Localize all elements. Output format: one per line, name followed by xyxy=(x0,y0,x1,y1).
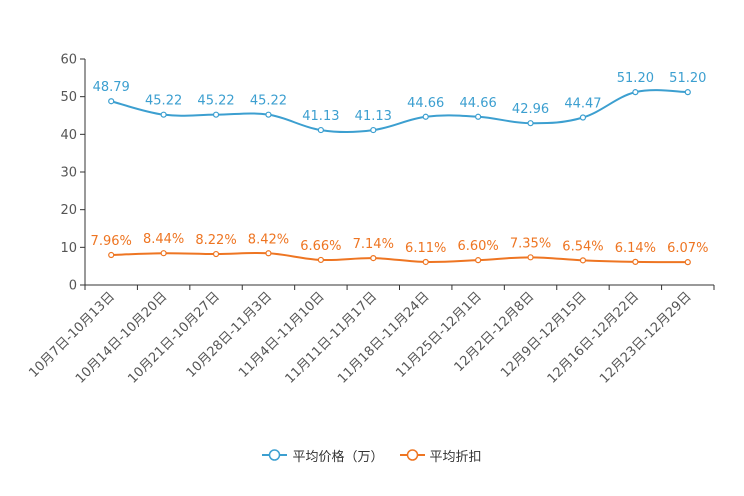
data-point[interactable] xyxy=(579,257,587,264)
series-layer: 48.79 45.22 45.22 45.22 41.13 41.13 44.66 44.66… xyxy=(91,71,708,266)
data-label: 45.22 xyxy=(197,94,234,109)
data-point[interactable] xyxy=(632,89,639,96)
y-tick-label: 60 xyxy=(60,53,77,68)
data-label: 45.22 xyxy=(145,94,182,109)
data-label: 7.96% xyxy=(91,234,132,249)
data-point[interactable] xyxy=(370,126,377,134)
data-label: 8.42% xyxy=(248,232,289,247)
y-tick-label: 10 xyxy=(60,241,77,256)
data-point[interactable] xyxy=(527,120,534,127)
data-point[interactable] xyxy=(212,250,220,258)
data-label: 8.44% xyxy=(143,232,184,247)
data-label: 48.79 xyxy=(93,80,130,95)
data-label: 7.35% xyxy=(510,236,551,251)
data-point[interactable] xyxy=(684,89,691,96)
legend-item-discount[interactable]: 平均折扣 xyxy=(399,446,482,465)
data-label: 44.66 xyxy=(407,96,444,111)
data-point[interactable] xyxy=(579,114,587,121)
legend-line-circle-icon xyxy=(399,449,425,461)
data-point[interactable] xyxy=(632,258,639,265)
legend-item-price[interactable]: 平均价格（万） xyxy=(262,446,384,465)
data-label: 42.96 xyxy=(512,102,549,117)
data-label: 8.22% xyxy=(195,233,236,248)
y-tick-label: 40 xyxy=(60,128,77,143)
legend-label-price: 平均价格（万） xyxy=(292,449,384,465)
data-label: 7.14% xyxy=(353,237,394,252)
y-tick-label: 0 xyxy=(69,279,77,294)
data-label: 6.11% xyxy=(405,241,446,256)
data-point[interactable] xyxy=(317,126,324,134)
data-point[interactable] xyxy=(108,251,115,259)
data-label: 6.14% xyxy=(615,241,656,256)
data-label: 6.66% xyxy=(300,239,341,254)
data-label: 51.20 xyxy=(617,71,654,86)
data-point[interactable] xyxy=(160,250,167,257)
x-tick-label: 10月7日-10月13日 xyxy=(26,289,118,381)
data-point[interactable] xyxy=(527,254,534,261)
x-tick-label: 12月16日-12月22日 xyxy=(545,289,642,386)
data-label: 44.47 xyxy=(564,96,601,111)
data-label: 41.13 xyxy=(355,109,392,124)
data-point[interactable] xyxy=(317,256,324,264)
x-tick-label: 11月18日-11月24日 xyxy=(335,289,432,386)
data-point[interactable] xyxy=(475,113,482,120)
y-tick-label: 20 xyxy=(60,203,77,218)
data-point[interactable] xyxy=(265,250,272,257)
data-point[interactable] xyxy=(212,111,220,118)
data-label: 6.07% xyxy=(667,241,708,256)
data-point[interactable] xyxy=(108,98,115,105)
data-point[interactable] xyxy=(160,111,167,118)
data-point[interactable] xyxy=(475,257,482,264)
data-label: 41.13 xyxy=(302,109,339,124)
legend-line-circle-icon xyxy=(262,449,288,461)
data-label: 45.22 xyxy=(250,94,287,109)
y-tick-label: 30 xyxy=(60,166,77,181)
data-label: 44.66 xyxy=(460,96,497,111)
y-tick-label: 50 xyxy=(60,90,77,105)
data-point[interactable] xyxy=(370,255,377,262)
data-point[interactable] xyxy=(422,113,429,120)
legend: 平均价格（万） 平均折扣 xyxy=(0,443,744,467)
data-point[interactable] xyxy=(422,258,429,266)
data-label: 51.20 xyxy=(669,71,706,86)
series-line-1 xyxy=(111,251,688,264)
data-point[interactable] xyxy=(265,111,272,118)
x-tick-label: 11月11日-11月17日 xyxy=(283,289,380,386)
series-line-0 xyxy=(110,89,688,134)
x-tick-label: 10月14日-10月20日 xyxy=(73,289,170,386)
data-label: 6.54% xyxy=(562,239,603,254)
data-label: 6.60% xyxy=(457,239,498,254)
x-tick-label: 12月23日-12月29日 xyxy=(597,289,694,386)
x-tick-label: 10月21日-10月27日 xyxy=(125,289,222,386)
legend-label-discount: 平均折扣 xyxy=(429,449,482,465)
data-point[interactable] xyxy=(684,259,691,266)
